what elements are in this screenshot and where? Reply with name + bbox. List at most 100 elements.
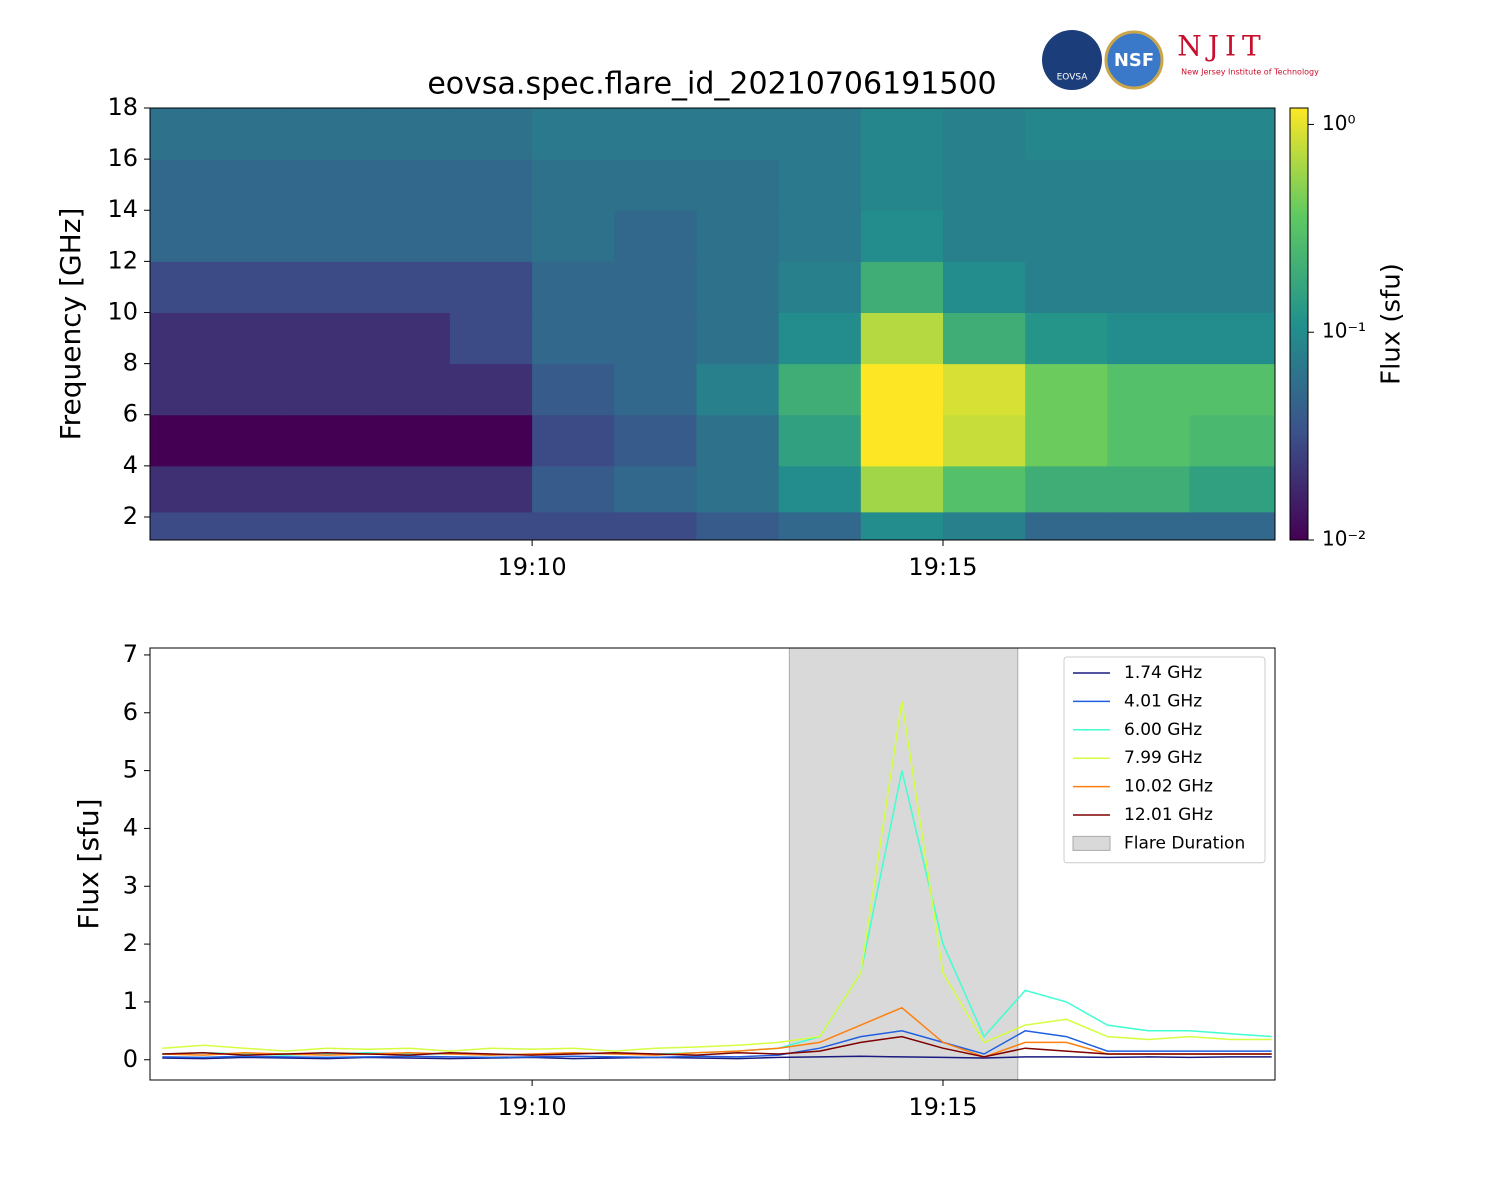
- heatmap-cell: [1025, 414, 1108, 467]
- heatmap-cell: [449, 159, 533, 211]
- heatmap-cell: [532, 159, 615, 211]
- series-line: [162, 701, 1272, 1052]
- y-tick-label: 2: [123, 502, 138, 530]
- heatmap-cell: [1271, 363, 1275, 416]
- heatmap-cell: [1025, 159, 1108, 211]
- heatmap-cell: [203, 261, 287, 313]
- heatmap-cell: [203, 465, 287, 513]
- heatmap-cell: [778, 363, 862, 416]
- heatmap-cell: [1271, 210, 1275, 262]
- logo-text: EOVSA: [1057, 73, 1089, 83]
- heatmap-cell: [285, 159, 369, 211]
- heatmap-cell: [367, 312, 451, 365]
- heatmap-cell: [614, 465, 697, 513]
- heatmap-cell: [778, 511, 862, 540]
- heatmap-cell: [532, 108, 615, 160]
- y-tick-label: 16: [107, 144, 138, 172]
- heatmap-cell: [778, 465, 862, 513]
- y-axis-label: Flux [sfu]: [72, 798, 105, 929]
- logo-text: NSF: [1114, 50, 1154, 71]
- heatmap-cell: [150, 312, 204, 365]
- legend-label: 7.99 GHz: [1124, 748, 1202, 768]
- heatmap-cell: [860, 159, 944, 211]
- series-line: [162, 1035, 1272, 1058]
- heatmap-cell: [1189, 511, 1273, 540]
- y-tick-label: 10: [107, 297, 138, 325]
- heatmap-cell: [449, 465, 533, 513]
- heatmap-cell: [778, 159, 862, 211]
- heatmap-cell: [150, 363, 204, 416]
- heatmap-cell: [860, 414, 944, 467]
- heatmap-cell: [860, 108, 944, 160]
- heatmap-cell: [1025, 312, 1108, 365]
- heatmap-cell: [696, 465, 780, 513]
- heatmap-cell: [1271, 108, 1275, 160]
- heatmap-cell: [1189, 210, 1273, 262]
- heatmap-cell: [860, 261, 944, 313]
- colorbar-tick-label: 10⁰: [1322, 111, 1355, 135]
- heatmap-cell: [285, 511, 369, 540]
- heatmap-cell: [1107, 511, 1191, 540]
- logos: EOVSA NSF NJIT New Jersey Institute of T…: [1042, 30, 1319, 90]
- heatmap-cell: [1107, 363, 1191, 416]
- y-tick-label: 5: [123, 756, 138, 784]
- colorbar-label: Flux (sfu): [1377, 263, 1407, 385]
- heatmap-cell: [1025, 261, 1108, 313]
- x-tick-label: 19:10: [498, 1093, 567, 1121]
- heatmap-cell: [860, 465, 944, 513]
- heatmap-cell: [285, 414, 369, 467]
- heatmap-cell: [1271, 159, 1275, 211]
- chart-title: eovsa.spec.flare_id_20210706191500: [427, 67, 996, 102]
- heatmap-cell: [860, 511, 944, 540]
- y-tick-label: 3: [123, 871, 138, 899]
- heatmap-cell: [696, 210, 780, 262]
- y-tick-label: 14: [107, 195, 138, 223]
- heatmap-cell: [1107, 261, 1191, 313]
- eovsa-logo: [1042, 30, 1102, 90]
- heatmap-cell: [1189, 159, 1273, 211]
- heatmap-cell: [614, 108, 697, 160]
- heatmap-cell: [532, 261, 615, 313]
- axes-frame: [149, 647, 1276, 1081]
- heatmap-cell: [1271, 511, 1275, 540]
- heatmap-cell: [943, 108, 1026, 160]
- x-tick-label: 19:10: [498, 553, 567, 581]
- legend-box: [1063, 656, 1266, 864]
- x-tick-label: 19:15: [908, 553, 977, 581]
- heatmap-cell: [778, 210, 862, 262]
- heatmap-cell: [778, 108, 862, 160]
- heatmap-cell: [614, 159, 697, 211]
- y-tick-label: 4: [123, 813, 138, 841]
- heatmap-cell: [449, 261, 533, 313]
- x-tick-label: 19:15: [908, 1093, 977, 1121]
- colorbar: [1289, 107, 1309, 541]
- legend-label: 10.02 GHz: [1124, 777, 1213, 797]
- heatmap-cell: [285, 363, 369, 416]
- heatmap-cell: [696, 108, 780, 160]
- y-tick-label: 8: [123, 349, 138, 377]
- y-tick-label: 18: [107, 93, 138, 121]
- heatmap-cell: [1025, 108, 1108, 160]
- heatmap-cell: [150, 108, 204, 160]
- y-tick-label: 7: [123, 640, 138, 668]
- heatmap-cell: [696, 261, 780, 313]
- heatmap-cell: [367, 363, 451, 416]
- heatmap-cell: [285, 210, 369, 262]
- heatmap-cell: [203, 108, 287, 160]
- series-line: [162, 1030, 1272, 1059]
- heatmap-cell: [860, 363, 944, 416]
- heatmap-cell: [1107, 210, 1191, 262]
- heatmap-cell: [449, 312, 533, 365]
- heatmap-cell: [1189, 465, 1273, 513]
- heatmap-cell: [285, 261, 369, 313]
- heatmap-cell: [614, 414, 697, 467]
- heatmap-cell: [1025, 210, 1108, 262]
- legend: 1.74 GHz 4.01 GHz 6.00 GHz 7.99 GHz 10.02 GH…: [1063, 656, 1266, 864]
- heatmap-area: [150, 108, 1275, 540]
- flare-span: [788, 648, 1019, 1080]
- heatmap-cell: [943, 414, 1026, 467]
- heatmap-cell: [1189, 312, 1273, 365]
- heatmap-cell: [696, 363, 780, 416]
- heatmap-cell: [1107, 108, 1191, 160]
- y-axis-label: Frequency [GHz]: [54, 208, 87, 441]
